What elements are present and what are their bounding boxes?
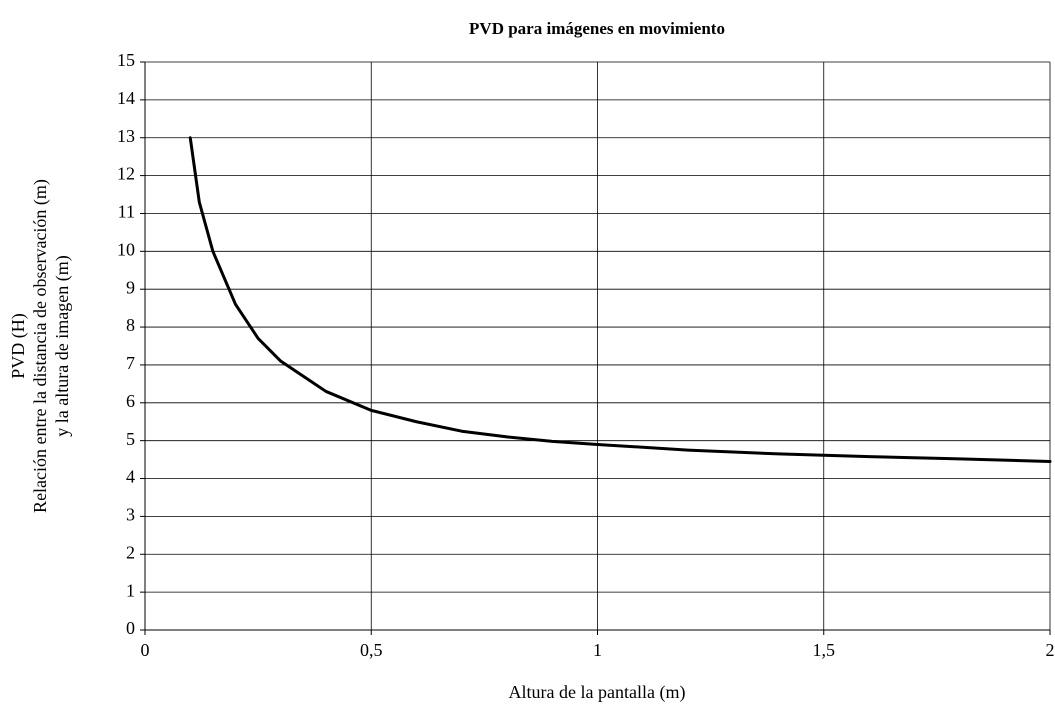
- y-axis-label-line: Relación entre la distancia de observaci…: [30, 179, 51, 513]
- y-tick-label: 4: [126, 467, 135, 487]
- y-axis-label-line: y la altura de imagen (m): [52, 255, 73, 436]
- y-tick-label: 1: [126, 580, 135, 600]
- y-tick-label: 10: [117, 239, 135, 259]
- x-tick-label: 1: [593, 640, 602, 660]
- y-tick-label: 12: [117, 164, 135, 184]
- y-tick-label: 14: [117, 88, 135, 108]
- y-tick-label: 15: [117, 50, 135, 70]
- y-tick-label: 0: [126, 618, 135, 638]
- y-tick-label: 5: [126, 429, 135, 449]
- x-tick-label: 0,5: [360, 640, 383, 660]
- y-axis-label: PVD (H) Relación entre la distancia de o…: [8, 179, 73, 513]
- y-tick-label: 11: [118, 202, 135, 222]
- x-tick-label: 1,5: [813, 640, 836, 660]
- y-tick-label: 13: [117, 126, 135, 146]
- y-tick-label: 3: [126, 505, 135, 525]
- chart-title: PVD para imágenes en movimiento: [469, 19, 725, 38]
- y-tick-label: 6: [126, 391, 135, 411]
- x-axis-label: Altura de la pantalla (m): [509, 682, 686, 703]
- y-tick-label: 9: [126, 277, 135, 297]
- y-tick-label: 8: [126, 315, 135, 335]
- x-tick-label: 0: [141, 640, 150, 660]
- y-tick-label: 2: [126, 542, 135, 562]
- x-tick-label: 2: [1046, 640, 1055, 660]
- y-tick-label: 7: [126, 353, 135, 373]
- y-axis-label-line: PVD (H): [8, 313, 29, 379]
- line: [188, 136, 1052, 463]
